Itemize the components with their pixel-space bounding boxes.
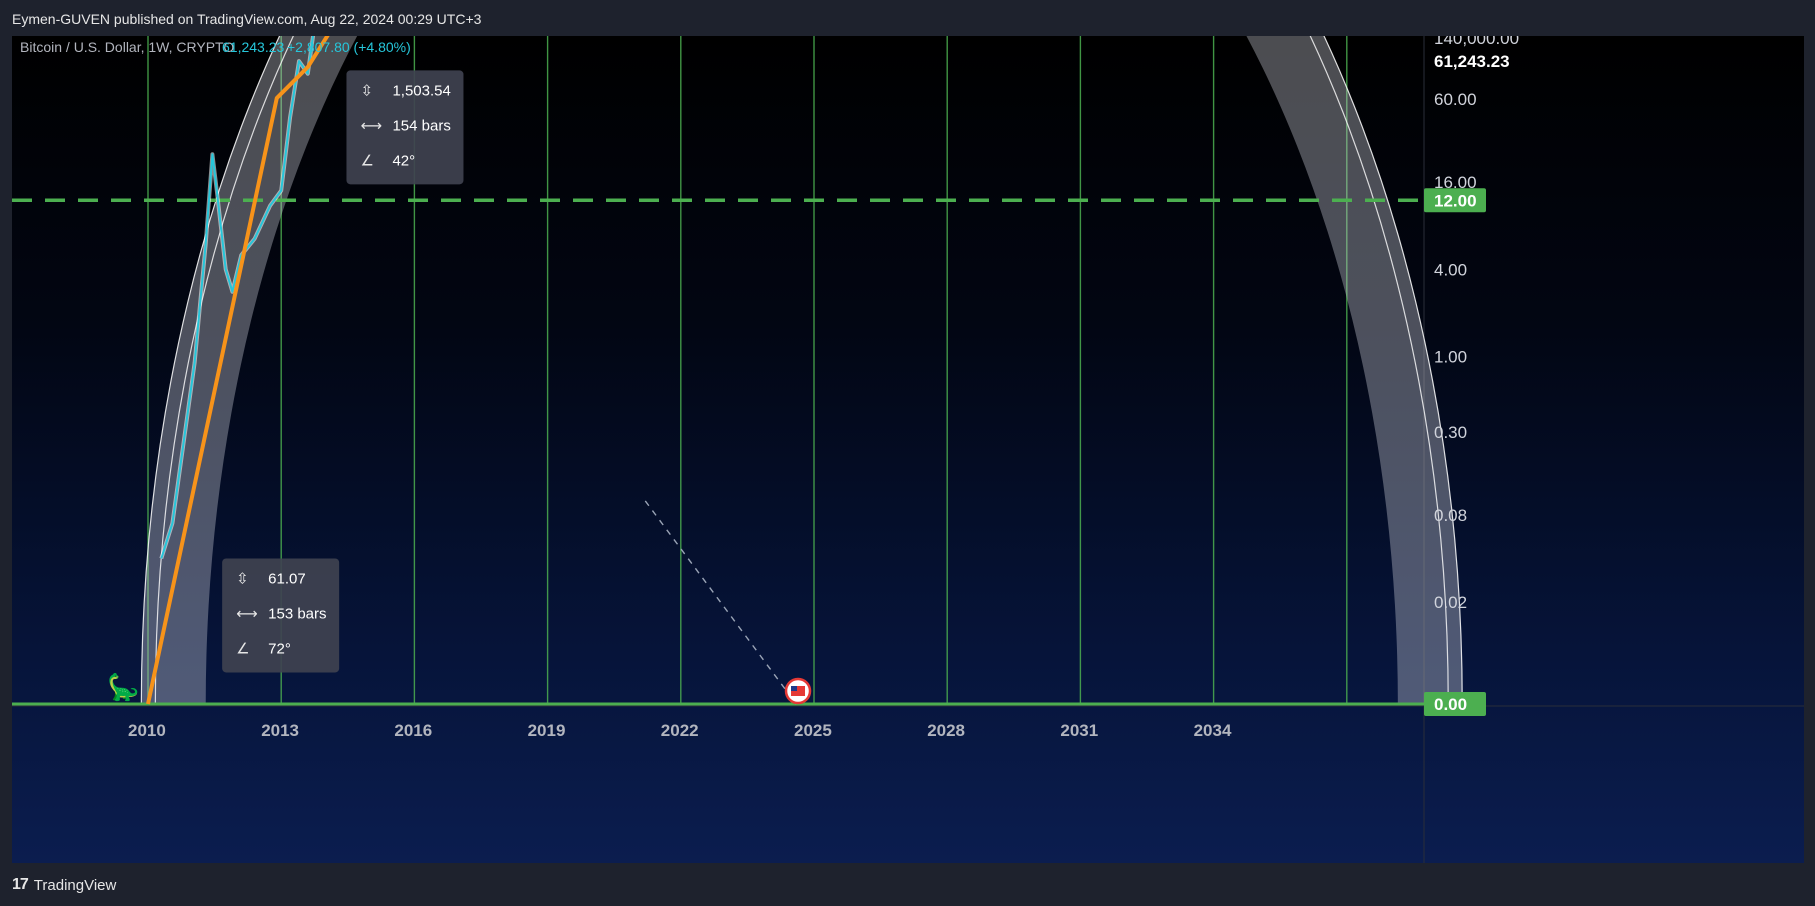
price-line[interactable]	[160, 36, 798, 559]
flag-stripes	[791, 686, 806, 696]
measure-box[interactable]	[222, 558, 340, 673]
footer-brand[interactable]: TradingView	[33, 876, 117, 894]
header-bar: Eymen-GUVEN published on TradingView.com…	[0, 0, 1815, 36]
outer-arc-inner-edge	[154, 36, 1449, 705]
bar-range-icon: ⟷	[360, 116, 382, 134]
y-tick-label: 1.00	[1434, 347, 1467, 366]
measure-value: 61.07	[268, 570, 306, 587]
x-tick-label: 2013	[261, 721, 299, 740]
level-badge[interactable]	[1424, 188, 1486, 213]
level-badge-label: 12.00	[1434, 191, 1477, 210]
price-range-icon: ⇳	[360, 81, 373, 99]
legend-change: +2,807.80 (+4.80%)	[287, 39, 411, 55]
x-tick-label: 2010	[128, 721, 166, 740]
footer-bar: 17 TradingView	[12, 874, 116, 896]
price-range-icon: ⇳	[236, 569, 249, 587]
last-price-label: 61,243.23	[1434, 52, 1510, 71]
measure-value: 1,503.54	[392, 82, 450, 99]
dashed-guide-line[interactable]	[644, 500, 797, 705]
x-tick-label: 2022	[661, 721, 699, 740]
x-tick-label: 2025	[794, 721, 832, 740]
y-tick-label: 60.00	[1434, 90, 1477, 109]
angle-icon: ∠	[236, 639, 249, 657]
measure-value: 42°	[392, 152, 415, 169]
trend-line[interactable]	[146, 36, 814, 705]
bar-range-icon: ⟷	[236, 604, 258, 622]
level-badge[interactable]	[1424, 692, 1486, 716]
measure-value: 72°	[268, 640, 291, 657]
dino-icon: 🦕	[107, 672, 139, 703]
measure-value: 153 bars	[268, 605, 326, 622]
x-tick-label: 2016	[394, 721, 432, 740]
x-tick-label: 2034	[1194, 721, 1232, 740]
y-tick-label: 140,000.00	[1434, 36, 1519, 48]
legend-symbol: Bitcoin / U.S. Dollar, 1W, CRYPTO	[20, 39, 234, 55]
tradingview-logo-icon[interactable]: 17	[12, 876, 29, 893]
y-tick-label: 4.00	[1434, 260, 1467, 279]
y-tick-label: 0.02	[1434, 593, 1467, 612]
outer-arc	[140, 36, 1463, 705]
x-tick-label: 2031	[1060, 721, 1098, 740]
flag-canton	[791, 686, 798, 691]
y-tick-label: 0.30	[1434, 423, 1467, 442]
y-tick-label: 0.08	[1434, 506, 1467, 525]
arc-band	[141, 36, 1463, 704]
publisher-info: Eymen-GUVEN published on TradingView.com…	[12, 11, 482, 27]
x-tick-label: 2019	[528, 721, 566, 740]
x-tick-label: 2028	[927, 721, 965, 740]
legend-price: 61,243.23	[222, 39, 284, 55]
measure-value: 154 bars	[392, 117, 450, 134]
angle-icon: ∠	[360, 151, 373, 169]
y-tick-label: 16.00	[1434, 173, 1477, 192]
measure-box[interactable]	[346, 70, 464, 185]
chart-area[interactable]: ⇳ 61.07 ⟷ 153 bars ∠ 72° ⇳ 1,503.54 ⟷ 154 bars ∠ 42…	[12, 36, 1804, 863]
chart-svg[interactable]: ⇳ 61.07 ⟷ 153 bars ∠ 72° ⇳ 1,503.54 ⟷ 154 bars ∠ 42…	[12, 36, 1804, 863]
level-badge-label: 0.00	[1434, 695, 1467, 714]
